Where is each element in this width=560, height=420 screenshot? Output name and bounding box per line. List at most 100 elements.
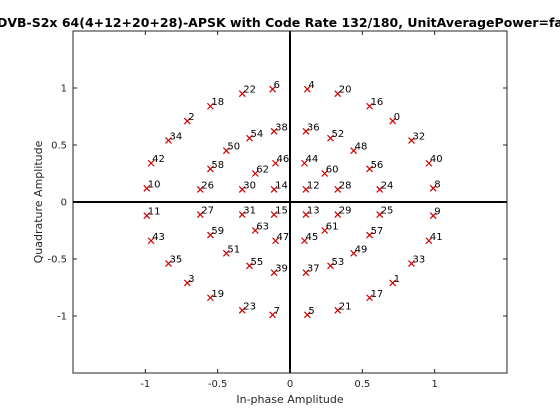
point-marker-stroke [334,211,342,218]
point-marker-stroke [366,231,373,239]
point-marker-stroke [238,186,246,193]
point-label: 4 [308,80,314,91]
point-label: 62 [256,165,269,176]
point-marker-stroke [207,294,214,302]
point-label: 51 [227,244,240,255]
constellation-point: 47 [272,232,289,245]
point-marker-stroke [302,186,310,193]
point-marker-stroke [366,294,373,302]
point-marker-stroke [246,134,253,142]
constellation-point: 40 [425,154,443,167]
y-axis-label: Quadrature Amplitude [32,140,45,263]
point-label: 26 [201,180,214,191]
point-marker-stroke [251,170,259,177]
x-tick-label: -1 [140,379,150,390]
constellation-point: 37 [302,264,320,277]
point-label: 31 [243,206,256,217]
point-label: 17 [371,289,384,300]
constellation-point: 34 [165,131,182,144]
point-label: 1 [394,274,400,285]
constellation-point: 35 [165,255,182,267]
point-marker-stroke [143,184,151,192]
point-label: 56 [371,160,384,171]
constellation-point: 15 [270,206,288,218]
point-marker-stroke [408,137,415,144]
constellation-point: 19 [207,289,224,302]
point-label: 19 [211,289,224,300]
constellation-point: 50 [222,142,240,155]
constellation-point: 16 [366,97,384,110]
point-marker-stroke [222,147,230,155]
point-label: 15 [275,206,288,217]
chart-title: DVB-S2x 64(4+12+20+28)-APSK with Code Ra… [0,15,560,30]
point-marker-stroke [321,227,329,234]
point-label: 16 [371,97,384,108]
point-label: 63 [256,222,269,233]
constellation-point: 8 [429,179,441,192]
point-label: 9 [434,207,440,218]
point-label: 38 [275,122,288,133]
point-label: 43 [152,232,165,243]
constellation-point: 23 [238,301,256,314]
point-marker-stroke [334,90,342,98]
point-marker-stroke [246,262,253,270]
point-label: 30 [243,180,256,191]
constellation-point: 52 [327,129,345,142]
point-label: 55 [250,257,263,268]
point-marker-stroke [143,212,151,220]
constellation-point: 3 [183,274,195,287]
point-label: 21 [339,301,352,312]
point-label: 14 [275,180,288,191]
point-label: 13 [307,206,320,217]
constellation-point: 63 [251,222,269,234]
constellation-point: 51 [222,244,240,257]
point-label: 7 [274,306,280,317]
point-marker-stroke [147,159,155,167]
point-marker-stroke [350,147,358,155]
point-label: 36 [307,122,320,133]
point-label: 8 [434,179,440,190]
constellation-point: 11 [143,207,161,220]
point-label: 58 [211,160,224,171]
constellation-point: 45 [301,232,318,245]
constellation-point: 25 [376,206,393,218]
constellation-point: 1 [389,274,400,287]
constellation-point: 57 [366,226,383,239]
constellation-point: 27 [196,206,214,218]
constellation-point: 10 [143,179,161,192]
point-marker-stroke [302,211,310,218]
point-marker-stroke [165,137,172,144]
constellation-point: 49 [350,244,367,257]
constellation-point: 22 [238,85,256,98]
point-label: 35 [169,255,182,266]
x-tick-label: 0.5 [354,379,370,390]
constellation-point: 61 [321,222,339,234]
point-marker-stroke [269,85,277,93]
constellation-point: 55 [246,257,263,270]
constellation-point: 9 [429,207,441,220]
constellation-point: 4 [303,80,315,93]
y-tick-label: -0.5 [47,255,67,266]
point-label: 50 [227,142,240,153]
point-label: 45 [305,232,318,243]
constellation-point: 48 [350,142,367,155]
point-marker-stroke [389,279,397,287]
constellation-point: 28 [334,180,351,193]
point-label: 34 [169,131,182,142]
point-label: 61 [326,222,339,233]
point-label: 33 [413,255,426,266]
point-marker-stroke [269,311,277,319]
point-label: 22 [243,85,256,96]
constellation-point: 62 [251,165,269,177]
point-marker-stroke [222,249,230,257]
point-label: 5 [308,306,314,317]
constellation-point: 26 [196,180,214,193]
point-label: 42 [152,154,165,165]
point-marker-stroke [183,117,191,125]
point-marker-stroke [270,127,278,135]
constellation-point: 2 [183,112,195,125]
point-marker-stroke [238,90,246,98]
point-marker-stroke [327,134,334,142]
point-label: 52 [332,129,345,140]
point-marker-stroke [376,211,384,218]
